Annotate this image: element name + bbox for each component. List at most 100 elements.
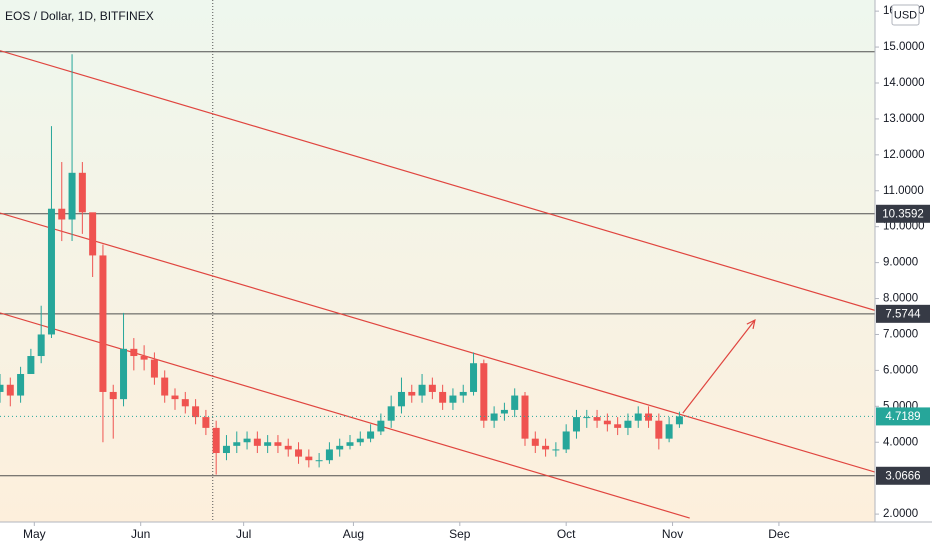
candle-body bbox=[562, 431, 570, 450]
candle-body bbox=[449, 395, 457, 403]
level-tag-label: 7.5744 bbox=[885, 308, 921, 320]
candle-body bbox=[192, 406, 200, 418]
candle-body bbox=[593, 417, 601, 421]
x-tick-label: Jun bbox=[131, 527, 150, 541]
candle-body bbox=[655, 420, 663, 439]
y-tick-label: 11.0000 bbox=[883, 185, 924, 197]
level-tag-label: 3.0666 bbox=[885, 470, 920, 482]
y-tick-label: 4.0000 bbox=[883, 436, 918, 448]
y-tick-label: 6.0000 bbox=[883, 364, 918, 376]
candle-body bbox=[6, 384, 14, 396]
candle-body bbox=[572, 417, 580, 432]
candle-body bbox=[202, 417, 210, 428]
candle-body bbox=[531, 438, 539, 446]
y-tick-label: 14.0000 bbox=[883, 77, 925, 89]
candle-body bbox=[542, 445, 550, 450]
y-tick-label: 7.0000 bbox=[883, 328, 918, 340]
candle-body bbox=[58, 208, 66, 220]
x-tick-label: May bbox=[23, 527, 46, 541]
candle-body bbox=[181, 399, 189, 407]
candle-body bbox=[624, 420, 632, 428]
candle-body bbox=[511, 395, 519, 410]
y-tick-label: 12.0000 bbox=[883, 149, 925, 161]
candle-body bbox=[274, 442, 282, 446]
y-tick-label: 9.0000 bbox=[883, 257, 918, 269]
candle-body bbox=[27, 356, 35, 374]
y-tick-label: 10.0000 bbox=[883, 221, 925, 233]
candle-body bbox=[284, 445, 292, 450]
candle-body bbox=[264, 442, 272, 446]
candle-body bbox=[387, 406, 395, 421]
last-price-label: 4.7189 bbox=[885, 411, 920, 423]
y-tick-label: 15.0000 bbox=[883, 41, 925, 53]
candle-body bbox=[68, 172, 76, 220]
candle-body bbox=[130, 348, 138, 357]
candle-body bbox=[634, 413, 642, 421]
candle-body bbox=[480, 363, 488, 421]
candle-body bbox=[315, 460, 323, 462]
candle-body bbox=[17, 373, 25, 396]
candle-body bbox=[99, 255, 107, 392]
last-price-tag bbox=[876, 407, 930, 426]
candle-body bbox=[295, 449, 303, 457]
candle-body bbox=[120, 348, 128, 400]
price-axis-background bbox=[875, 0, 932, 550]
level-tag-label: 10.3592 bbox=[882, 208, 924, 220]
candle-body bbox=[397, 391, 405, 407]
candle-body bbox=[233, 442, 241, 446]
y-tick-label: 8.0000 bbox=[883, 293, 918, 305]
candle-body bbox=[325, 449, 333, 461]
candle-body bbox=[305, 456, 313, 461]
currency-badge[interactable] bbox=[891, 4, 920, 26]
candle-body bbox=[490, 413, 498, 421]
candle-body bbox=[614, 424, 622, 428]
plot-area bbox=[0, 0, 875, 522]
currency[interactable]: USD bbox=[894, 9, 917, 21]
candle-body bbox=[356, 438, 364, 443]
candle-body bbox=[109, 391, 117, 400]
candle-body bbox=[470, 363, 478, 392]
level-tag bbox=[876, 304, 930, 323]
candle-body bbox=[552, 449, 560, 451]
level-tag bbox=[876, 204, 930, 223]
level-tag bbox=[876, 466, 930, 485]
candle-body bbox=[171, 395, 179, 400]
candle-body bbox=[665, 424, 673, 439]
axes: 2.00004.00005.00006.00007.00008.00009.00… bbox=[23, 5, 930, 541]
candle-body bbox=[37, 334, 45, 357]
candle-body bbox=[150, 359, 158, 378]
candle-body bbox=[583, 417, 591, 419]
chart-title: EOS / Dollar, 1D, BITFINEX bbox=[5, 9, 154, 23]
candle-body bbox=[377, 420, 385, 432]
x-tick-label: Nov bbox=[662, 527, 683, 541]
candle-body bbox=[367, 431, 375, 439]
x-tick-label: Dec bbox=[768, 527, 789, 541]
candle-body bbox=[428, 384, 436, 392]
trend-line bbox=[0, 212, 875, 473]
candle-body bbox=[0, 384, 4, 392]
candle-body bbox=[521, 395, 529, 439]
candle-body bbox=[346, 442, 354, 446]
candle-body bbox=[459, 391, 467, 396]
x-tick-label: Sep bbox=[449, 527, 471, 541]
candle-body bbox=[253, 438, 261, 446]
candle-body bbox=[418, 384, 426, 396]
y-tick-label: 2.0000 bbox=[883, 508, 918, 520]
candle-body bbox=[500, 409, 508, 414]
arrow-line bbox=[682, 319, 756, 414]
x-tick-label: Oct bbox=[557, 527, 576, 541]
candle-body bbox=[243, 438, 251, 443]
candle-body bbox=[89, 212, 97, 256]
candle-body bbox=[408, 391, 416, 396]
candle-body bbox=[140, 356, 148, 360]
x-tick-label: Aug bbox=[343, 527, 364, 541]
candle-body bbox=[78, 172, 86, 213]
arrow-head bbox=[746, 319, 756, 330]
plot-background bbox=[0, 0, 875, 522]
candle-body bbox=[47, 208, 55, 335]
candle-body bbox=[675, 416, 683, 425]
trend-line bbox=[0, 312, 690, 519]
candle-body bbox=[645, 413, 653, 421]
